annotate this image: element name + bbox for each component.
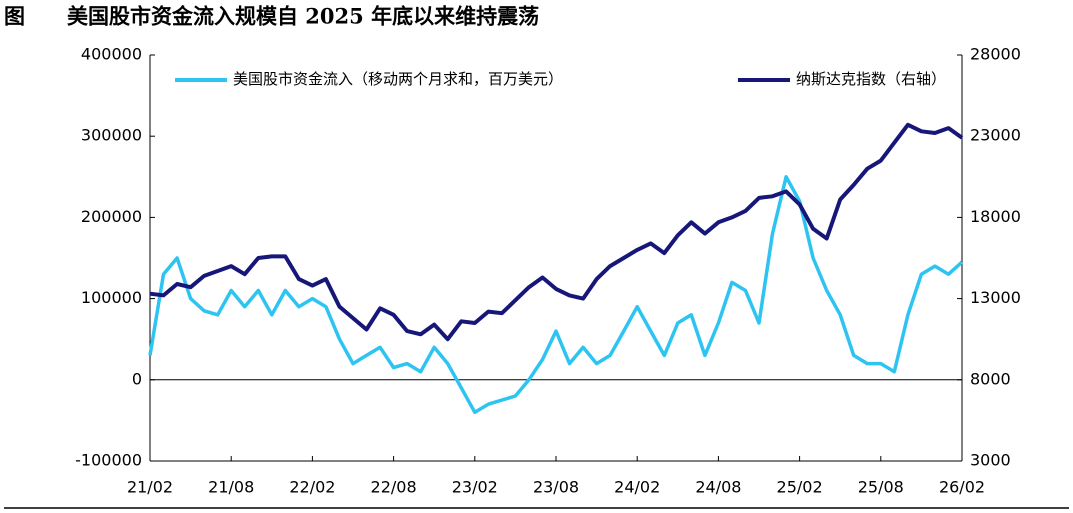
x-tick-label: 22/02 [289, 478, 335, 497]
y-tick-label: -100000 [75, 451, 142, 470]
x-tick-label: 21/02 [127, 478, 173, 497]
chart-title: 图 美国股市资金流入规模自 2025 年底以来维持震荡 [4, 4, 539, 29]
data-line [148, 175, 964, 415]
y2-tick-label: 18000 [970, 207, 1021, 226]
x-tick-label: 26/02 [939, 478, 985, 497]
y-tick-label: 300000 [81, 126, 142, 145]
y-tick-label: 100000 [81, 288, 142, 307]
data-line [149, 122, 964, 342]
x-tick-label: 22/08 [371, 478, 417, 497]
legend-label: 美国股市资金流入（移动两个月求和，百万美元） [233, 70, 563, 88]
y2-tick-label: 23000 [970, 126, 1021, 145]
y2-tick-label: 8000 [970, 369, 1011, 388]
x-tick-label: 25/02 [777, 478, 823, 497]
x-tick-label: 25/08 [858, 478, 904, 497]
x-tick-label: 24/08 [695, 478, 741, 497]
x-tick-label: 23/02 [452, 478, 498, 497]
legend-label: 纳斯达克指数（右轴） [796, 70, 946, 88]
y2-tick-label: 13000 [970, 288, 1021, 307]
x-tick-label: 21/08 [208, 478, 254, 497]
y-tick-label: 0 [132, 369, 142, 388]
y-tick-label: 200000 [81, 207, 142, 226]
x-tick-label: 24/02 [614, 478, 660, 497]
y2-tick-label: 28000 [970, 45, 1021, 64]
x-tick-label: 23/08 [533, 478, 579, 497]
y-tick-label: 400000 [81, 45, 142, 64]
y2-tick-label: 3000 [970, 451, 1011, 470]
